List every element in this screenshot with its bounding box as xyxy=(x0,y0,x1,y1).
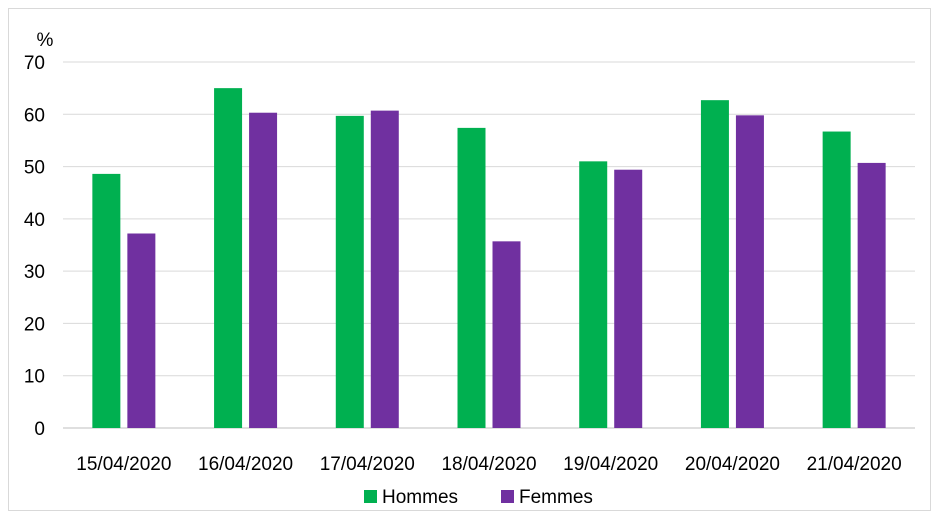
x-tick-label: 15/04/2020 xyxy=(76,454,171,475)
bar-hommes xyxy=(822,131,851,429)
bar-hommes xyxy=(92,173,121,428)
y-tick-label: 0 xyxy=(34,419,45,440)
bar-femmes xyxy=(127,233,156,428)
bar-hommes xyxy=(579,161,608,429)
bar-femmes xyxy=(249,112,278,429)
y-tick-label: 70 xyxy=(24,53,45,74)
bar-hommes xyxy=(700,100,729,428)
legend: Hommes Femmes xyxy=(364,487,593,508)
y-tick-label: 40 xyxy=(24,210,45,231)
bar-hommes xyxy=(457,127,486,428)
x-tick-label: 18/04/2020 xyxy=(441,454,536,475)
y-tick-label: 30 xyxy=(24,262,45,283)
gridlines xyxy=(63,61,915,429)
bar-femmes xyxy=(735,115,764,429)
legend-swatch-hommes xyxy=(364,490,377,503)
bars xyxy=(92,88,886,429)
y-tick-label: 60 xyxy=(24,105,45,126)
y-tick-label: 50 xyxy=(24,158,45,179)
bar-femmes xyxy=(614,169,643,429)
bar-hommes xyxy=(214,88,243,429)
x-tick-label: 16/04/2020 xyxy=(198,454,293,475)
x-tick-label: 17/04/2020 xyxy=(320,454,415,475)
y-axis-ticks: 0 10 20 30 40 50 60 70 xyxy=(24,53,45,440)
x-tick-label: 21/04/2020 xyxy=(807,454,902,475)
x-tick-label: 20/04/2020 xyxy=(685,454,780,475)
bar-femmes xyxy=(492,241,521,428)
bar-femmes xyxy=(857,162,886,428)
legend-label-femmes: Femmes xyxy=(519,487,593,508)
legend-swatch-femmes xyxy=(501,490,514,503)
y-tick-label: 10 xyxy=(24,367,45,388)
x-tick-label: 19/04/2020 xyxy=(563,454,658,475)
legend-label-hommes: Hommes xyxy=(382,487,458,508)
y-axis-unit-label: % xyxy=(37,30,54,51)
bar-hommes xyxy=(335,115,364,429)
x-axis-ticks: 15/04/2020 16/04/2020 17/04/2020 18/04/2020… xyxy=(76,454,901,475)
y-tick-label: 20 xyxy=(24,314,45,335)
bar-femmes xyxy=(370,110,399,428)
